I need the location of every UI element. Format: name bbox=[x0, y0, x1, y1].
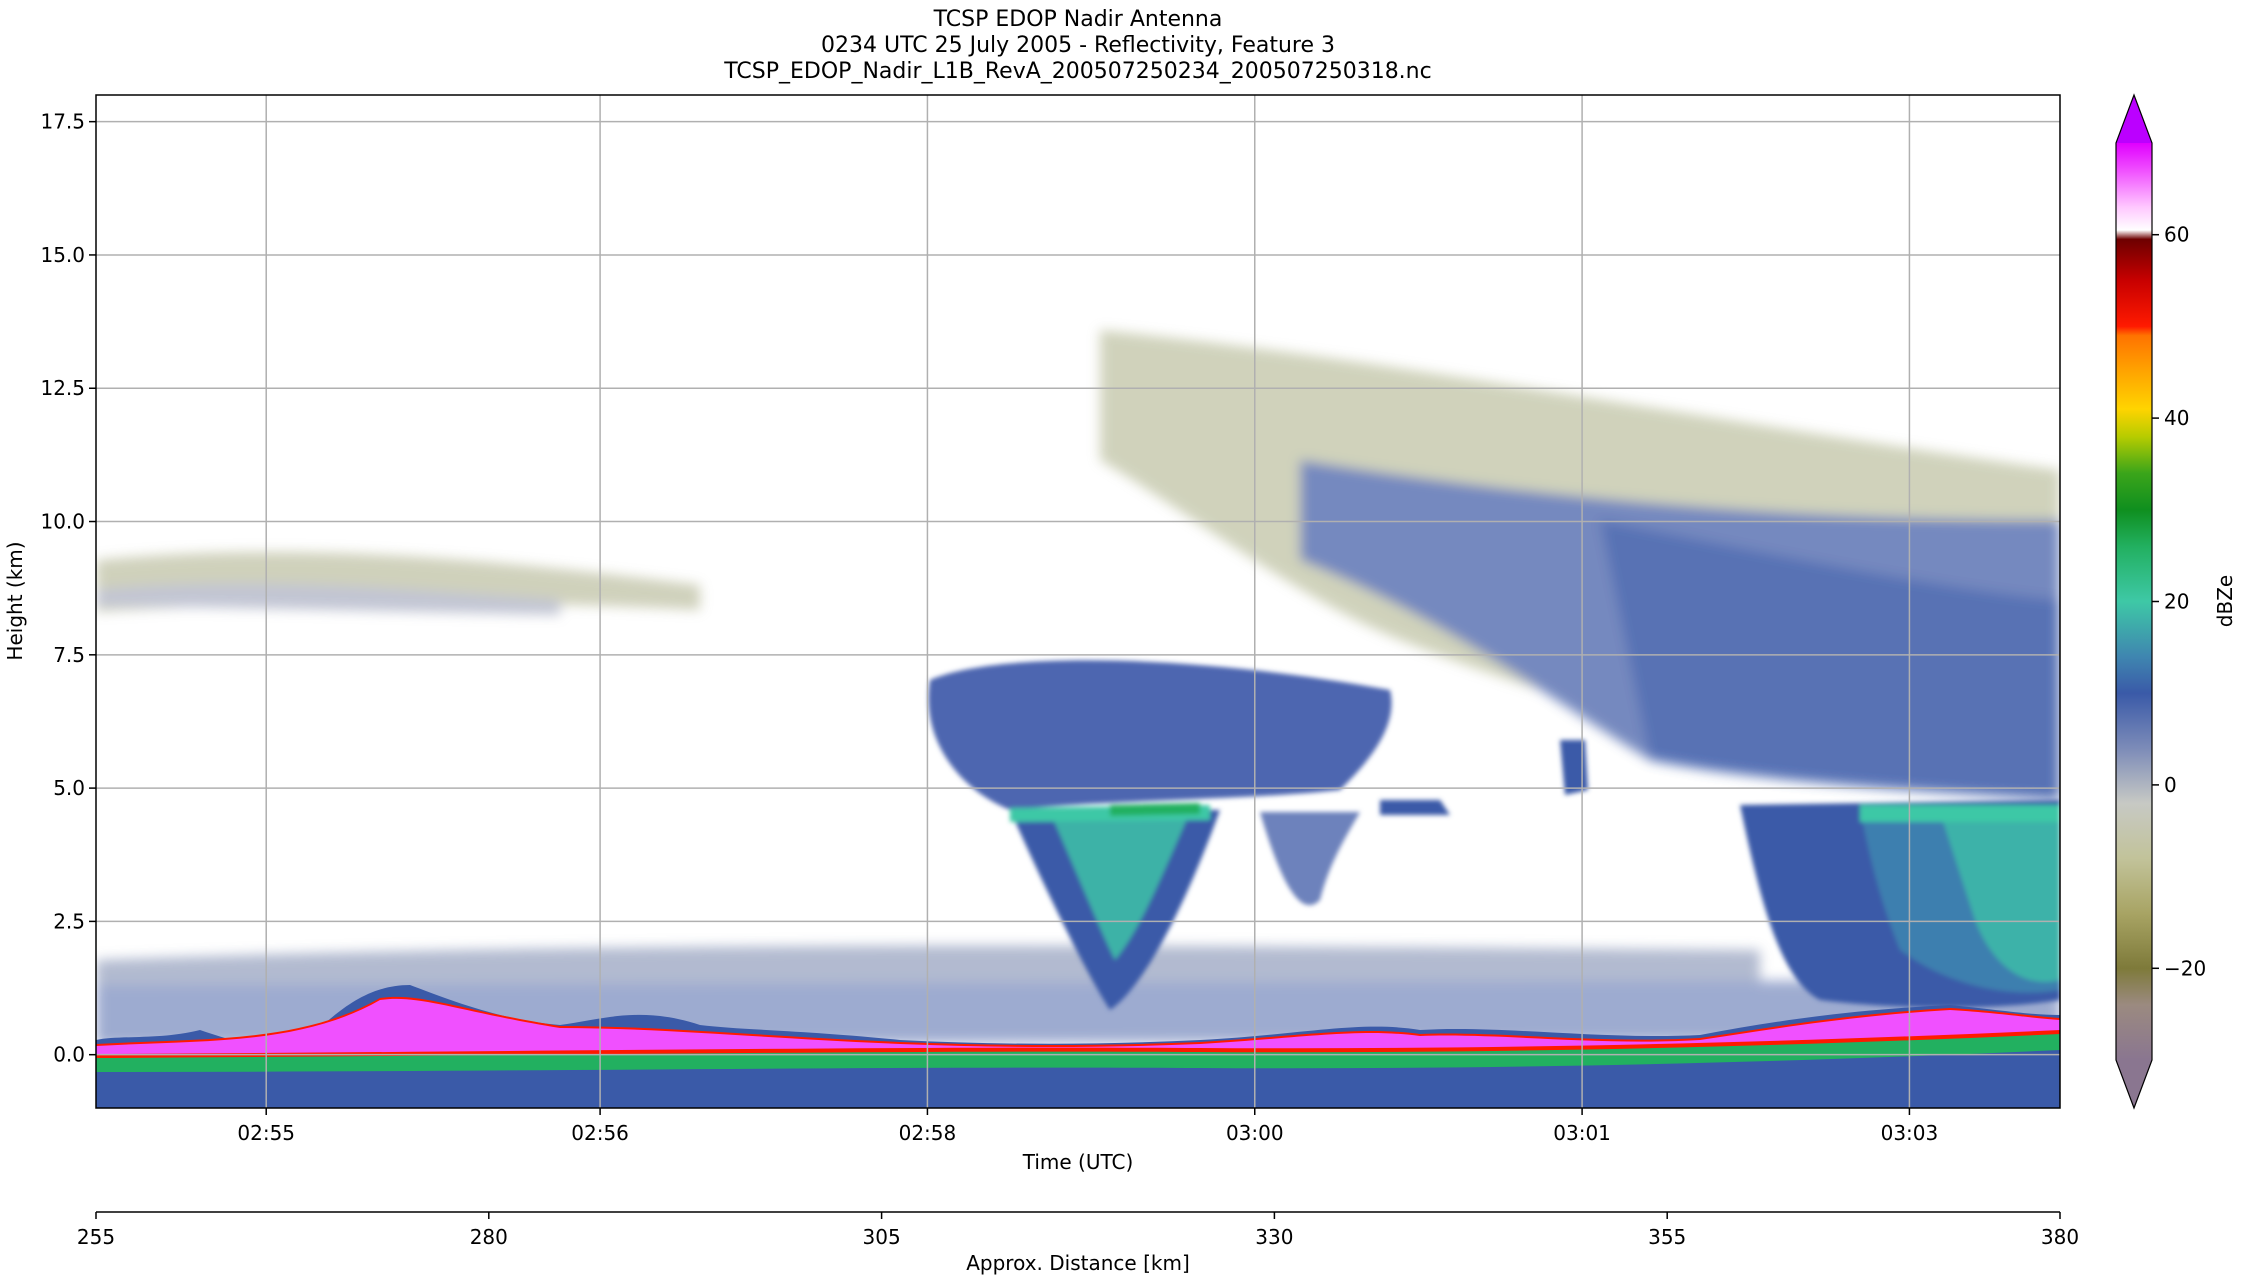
colorbar: −20 0 20 40 60 bbox=[2115, 93, 2206, 1110]
grid-lines bbox=[96, 95, 2060, 1108]
colorbar-body bbox=[2116, 143, 2152, 1060]
colorbar-over-extension bbox=[2116, 95, 2152, 143]
colorbar-tick-label: −20 bbox=[2164, 956, 2206, 980]
y-tick-label: 12.5 bbox=[40, 376, 85, 400]
y-tick-label: 0.0 bbox=[53, 1043, 85, 1067]
y-tick-label: 15.0 bbox=[40, 243, 85, 267]
distance-tick-label: 255 bbox=[77, 1225, 115, 1249]
x-tick-label: 02:58 bbox=[899, 1121, 957, 1145]
distance-tick-label: 380 bbox=[2041, 1225, 2079, 1249]
reflectivity-plot-area bbox=[96, 95, 2060, 1108]
x-tick-label: 03:01 bbox=[1553, 1121, 1611, 1145]
chart-title-line-1: TCSP EDOP Nadir Antenna bbox=[933, 7, 1223, 32]
y-tick-label: 7.5 bbox=[53, 643, 85, 667]
y-axis-label: Height (km) bbox=[3, 541, 27, 660]
y-tick-label: 10.0 bbox=[40, 510, 85, 534]
plot-frame bbox=[95, 94, 2061, 1109]
y-tick-label: 17.5 bbox=[40, 110, 85, 134]
colorbar-under-extension bbox=[2116, 1060, 2152, 1108]
colorbar-tick-label: 60 bbox=[2164, 223, 2189, 247]
colorbar-label: dBZe bbox=[2213, 575, 2237, 627]
colorbar-tick-label: 40 bbox=[2164, 406, 2189, 430]
colorbar-outline bbox=[2115, 93, 2153, 1110]
chart-title-line-3: TCSP_EDOP_Nadir_L1B_RevA_200507250234_20… bbox=[723, 59, 1431, 84]
distance-tick-label: 305 bbox=[863, 1225, 901, 1249]
y-axis: 0.0 2.5 5.0 7.5 10.0 12.5 15.0 17.5 bbox=[40, 110, 96, 1067]
y-tick-label: 2.5 bbox=[53, 909, 85, 933]
x-tick-label: 02:56 bbox=[571, 1121, 629, 1145]
y-tick-label: 5.0 bbox=[53, 776, 85, 800]
colorbar-tick-label: 0 bbox=[2164, 773, 2177, 797]
distance-tick-label: 280 bbox=[470, 1225, 508, 1249]
x-axis-label: Time (UTC) bbox=[1022, 1150, 1134, 1174]
x-tick-label: 03:03 bbox=[1881, 1121, 1939, 1145]
colorbar-tick-label: 20 bbox=[2164, 590, 2189, 614]
distance-axis-label: Approx. Distance [km] bbox=[966, 1251, 1190, 1275]
chart-title-line-2: 0234 UTC 25 July 2005 - Reflectivity, Fe… bbox=[821, 33, 1335, 58]
x-tick-label: 03:00 bbox=[1226, 1121, 1284, 1145]
distance-tick-label: 330 bbox=[1255, 1225, 1293, 1249]
distance-tick-label: 355 bbox=[1648, 1225, 1686, 1249]
distance-axis: 255 280 305 330 355 380 bbox=[77, 1211, 2079, 1249]
x-tick-label: 02:55 bbox=[237, 1121, 295, 1145]
x-axis: 02:55 02:56 02:58 03:00 03:01 03:03 bbox=[237, 1108, 1938, 1145]
